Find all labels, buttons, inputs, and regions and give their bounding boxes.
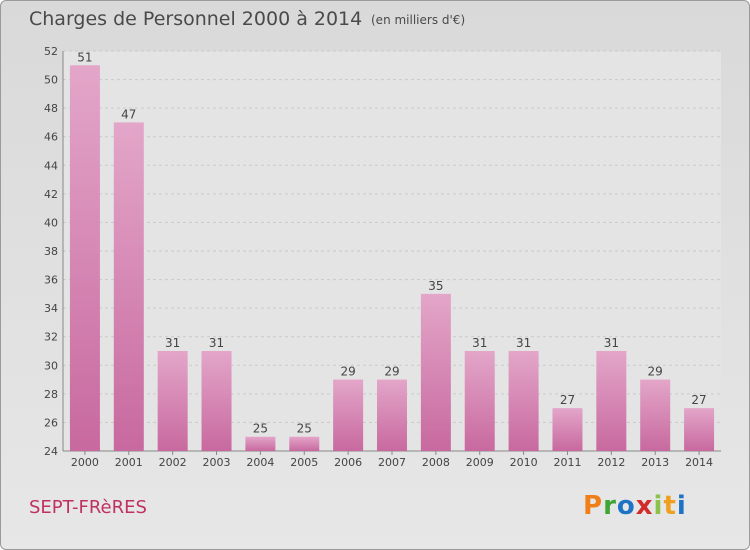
x-tick-label: 2003 xyxy=(203,456,231,469)
bar xyxy=(333,379,364,451)
x-tick-label: 2001 xyxy=(115,456,143,469)
chart-subtitle: (en milliers d'€) xyxy=(371,13,466,27)
bar xyxy=(157,351,188,451)
bar xyxy=(201,351,232,451)
bar xyxy=(552,408,583,451)
bar xyxy=(245,436,276,451)
y-tick-label: 42 xyxy=(44,188,58,201)
bar xyxy=(289,436,320,451)
x-tick-label: 2011 xyxy=(553,456,581,469)
bar-value-label: 25 xyxy=(297,422,312,436)
bar xyxy=(69,65,100,452)
x-tick-label: 2007 xyxy=(378,456,406,469)
y-tick-label: 52 xyxy=(44,45,58,58)
logo-letter: o xyxy=(616,491,636,521)
bar-value-label: 31 xyxy=(604,336,619,350)
x-tick-label: 2008 xyxy=(422,456,450,469)
bar xyxy=(420,293,451,451)
bar xyxy=(464,351,495,451)
y-tick-label: 50 xyxy=(44,74,58,87)
bar-value-label: 29 xyxy=(648,365,663,379)
bar-value-label: 47 xyxy=(121,107,136,121)
y-tick-label: 36 xyxy=(44,274,58,287)
x-tick-label: 2002 xyxy=(159,456,187,469)
bar-value-label: 27 xyxy=(560,393,575,407)
bar-value-label: 27 xyxy=(691,393,706,407)
x-tick-label: 2004 xyxy=(246,456,274,469)
logo-letter: i xyxy=(653,491,664,521)
bar xyxy=(684,408,715,451)
x-tick-label: 2009 xyxy=(466,456,494,469)
bar-value-label: 31 xyxy=(472,336,487,350)
y-tick-label: 44 xyxy=(44,159,58,172)
x-tick-label: 2010 xyxy=(510,456,538,469)
x-tick-label: 2012 xyxy=(597,456,625,469)
logo-letter: t xyxy=(663,491,677,521)
x-tick-label: 2005 xyxy=(290,456,318,469)
logo-letter: P xyxy=(583,491,604,521)
bar-value-label: 29 xyxy=(384,365,399,379)
y-tick-label: 40 xyxy=(44,216,58,229)
proxiti-logo[interactable]: Proxiti xyxy=(583,491,687,521)
logo-letter: r xyxy=(603,491,617,521)
logo-letter: x xyxy=(635,491,654,521)
x-tick-label: 2013 xyxy=(641,456,669,469)
bar xyxy=(377,379,407,451)
chart-title: Charges de Personnel 2000 à 2014 xyxy=(29,8,363,30)
bar xyxy=(640,379,671,451)
bar xyxy=(508,351,539,451)
bar-value-label: 31 xyxy=(516,336,531,350)
y-tick-label: 32 xyxy=(44,331,58,344)
commune-name: SEPT-FRèRES xyxy=(29,497,147,518)
y-tick-label: 34 xyxy=(44,302,58,315)
y-tick-label: 46 xyxy=(44,131,58,144)
y-tick-label: 24 xyxy=(44,445,58,458)
y-tick-label: 48 xyxy=(44,102,58,115)
logo-letter: i xyxy=(676,491,687,521)
y-tick-label: 30 xyxy=(44,359,58,372)
y-tick-label: 26 xyxy=(44,416,58,429)
bar-value-label: 31 xyxy=(165,336,180,350)
x-tick-label: 2014 xyxy=(685,456,713,469)
y-tick-label: 38 xyxy=(44,245,58,258)
x-tick-label: 2006 xyxy=(334,456,362,469)
bar xyxy=(113,122,144,451)
bar-value-label: 31 xyxy=(209,336,224,350)
bar-value-label: 51 xyxy=(77,50,92,64)
bar xyxy=(596,351,627,451)
bar-value-label: 29 xyxy=(340,365,355,379)
bar-value-label: 35 xyxy=(428,279,443,293)
y-tick-label: 28 xyxy=(44,388,58,401)
bar-value-label: 25 xyxy=(253,422,268,436)
x-tick-label: 2000 xyxy=(71,456,99,469)
